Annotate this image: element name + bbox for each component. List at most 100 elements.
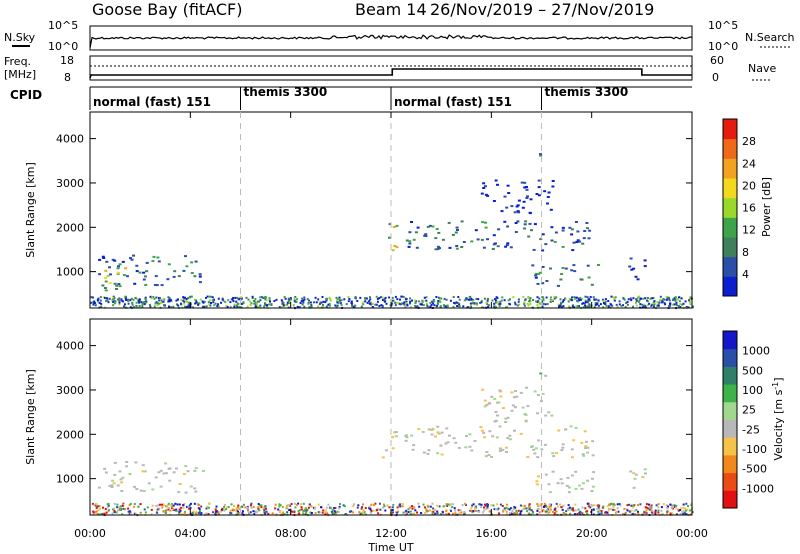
scatter-cell — [586, 502, 589, 505]
scatter-cell — [381, 305, 384, 308]
scatter-cell — [359, 296, 362, 299]
scatter-cell — [393, 431, 396, 434]
scatter-cell — [133, 512, 136, 515]
scatter-cell — [608, 503, 611, 506]
scatter-cell — [100, 513, 103, 515]
scatter-cell — [130, 258, 134, 261]
scatter-cell — [551, 452, 555, 455]
scatter-cell — [537, 179, 541, 182]
scatter-cell — [168, 300, 171, 303]
scatter-cell — [318, 303, 321, 306]
scatter-cell — [506, 503, 509, 506]
scatter-cell — [306, 508, 309, 511]
scatter-cell — [600, 510, 603, 512]
scatter-cell — [509, 246, 513, 249]
scatter-cell — [579, 297, 582, 299]
scatter-cell — [576, 300, 579, 303]
scatter-cell — [437, 231, 441, 234]
scatter-cell — [581, 453, 585, 456]
scatter-cell — [510, 409, 514, 412]
scatter-cell — [653, 302, 656, 305]
scatter-cell — [685, 502, 688, 505]
scatter-cell — [142, 301, 144, 304]
scatter-cell — [559, 298, 562, 301]
scatter-cell — [162, 304, 165, 307]
scatter-cell — [124, 303, 126, 306]
freq-panel: Freq. [MHz] 18 8 60 0 Nave — [4, 54, 776, 84]
scatter-cell — [572, 439, 576, 442]
scatter-cell — [436, 452, 440, 455]
scatter-cell — [550, 414, 554, 417]
scatter-cell — [539, 303, 542, 306]
scatter-cell — [186, 505, 188, 508]
scatter-cell — [586, 512, 589, 515]
scatter-cell — [684, 300, 687, 303]
scatter-cell — [454, 512, 457, 515]
scatter-cell — [352, 505, 355, 508]
scatter-cell — [546, 510, 548, 513]
y-tick-label: 1000 — [56, 473, 84, 486]
scatter-cell — [635, 302, 637, 305]
scatter-cell — [258, 509, 261, 512]
scatter-cell — [525, 197, 529, 199]
scatter-cell — [644, 472, 647, 475]
scatter-cell — [182, 296, 185, 299]
scatter-cell — [458, 512, 461, 515]
scatter-cell — [674, 296, 677, 299]
scatter-cell — [258, 504, 261, 507]
scatter-cell — [229, 511, 232, 514]
scatter-cell — [425, 299, 428, 302]
scatter-cell — [484, 193, 488, 196]
scatter-cell — [308, 299, 310, 302]
scatter-cell — [590, 283, 594, 286]
scatter-cell — [131, 301, 134, 304]
scatter-cell — [645, 512, 648, 515]
scatter-cell — [521, 505, 524, 508]
scatter-cell — [167, 263, 171, 266]
scatter-cell — [158, 507, 161, 510]
scatter-cell — [591, 440, 595, 443]
scatter-cell — [513, 301, 516, 304]
scatter-cell — [646, 297, 649, 299]
scatter-cell — [497, 507, 500, 510]
scatter-cell — [473, 440, 477, 442]
scatter-cell — [579, 278, 583, 281]
scatter-cell — [381, 299, 384, 301]
scatter-cell — [612, 505, 615, 508]
scatter-cell — [324, 511, 327, 514]
scatter-cell — [613, 297, 616, 300]
scatter-cell — [609, 507, 612, 510]
scatter-cell — [562, 504, 565, 507]
scatter-cell — [129, 306, 132, 309]
scatter-cell — [257, 508, 260, 511]
scatter-cell — [417, 300, 420, 303]
scatter-cell — [585, 222, 589, 224]
scatter-cell — [361, 301, 364, 304]
scatter-cell — [224, 300, 227, 303]
scatter-cell — [136, 298, 139, 301]
nsky-tick-top: 10^5 — [48, 19, 78, 32]
scatter-cell — [392, 511, 394, 514]
scatter-cell — [528, 506, 531, 509]
scatter-cell — [534, 276, 538, 279]
scatter-cell — [113, 473, 117, 476]
scatter-cell — [195, 510, 198, 513]
scatter-cell — [565, 510, 568, 513]
scatter-cell — [540, 503, 543, 505]
scatter-cell — [538, 297, 541, 300]
scatter-cell — [278, 306, 281, 308]
scatter-cell — [178, 483, 182, 485]
scatter-cell — [188, 303, 191, 306]
scatter-cell — [102, 506, 104, 509]
scatter-cell — [455, 245, 459, 247]
scatter-cell — [630, 299, 633, 302]
scatter-cell — [691, 305, 694, 308]
scatter-cell — [104, 471, 108, 474]
scatter-cell — [130, 297, 133, 300]
scatter-cell — [679, 306, 682, 309]
scatter-cell — [564, 428, 568, 431]
scatter-cell — [576, 230, 580, 233]
scatter-cell — [278, 505, 281, 508]
scatter-cell — [588, 299, 591, 302]
scatter-cell — [268, 303, 271, 306]
